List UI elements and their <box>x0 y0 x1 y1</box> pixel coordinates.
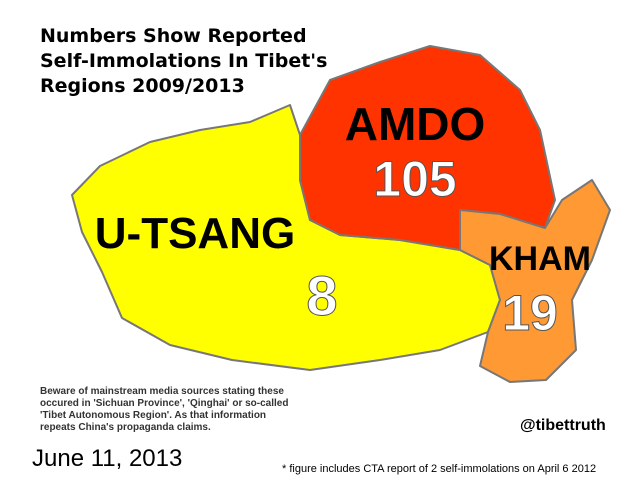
date: June 11, 2013 <box>32 445 182 472</box>
region-name: U-TSANG <box>95 209 295 258</box>
warning-line: 'Tibet Autonomous Region'. As that infor… <box>40 410 266 421</box>
warning-line: repeats China's propaganda claims. <box>40 422 211 433</box>
footnote: * figure includes CTA report of 2 self-i… <box>282 463 596 475</box>
title-line: Numbers Show Reported <box>40 25 307 47</box>
title-line: Regions 2009/2013 <box>40 75 245 97</box>
region-name: KHAM <box>489 240 591 278</box>
region-value: 8 <box>306 264 337 327</box>
region-value: 105 <box>373 151 456 207</box>
warning-line: Beware of mainstream media sources stati… <box>40 386 284 397</box>
map <box>71 45 611 383</box>
handle: @tibettruth <box>520 417 606 434</box>
region-value: 19 <box>502 285 558 341</box>
region-name: AMDO <box>345 98 486 150</box>
warning-line: occured in 'Sichuan Province', 'Qinghai'… <box>40 398 288 409</box>
title-line: Self-Immolations In Tibet's <box>40 50 327 72</box>
kham-area <box>459 179 611 383</box>
